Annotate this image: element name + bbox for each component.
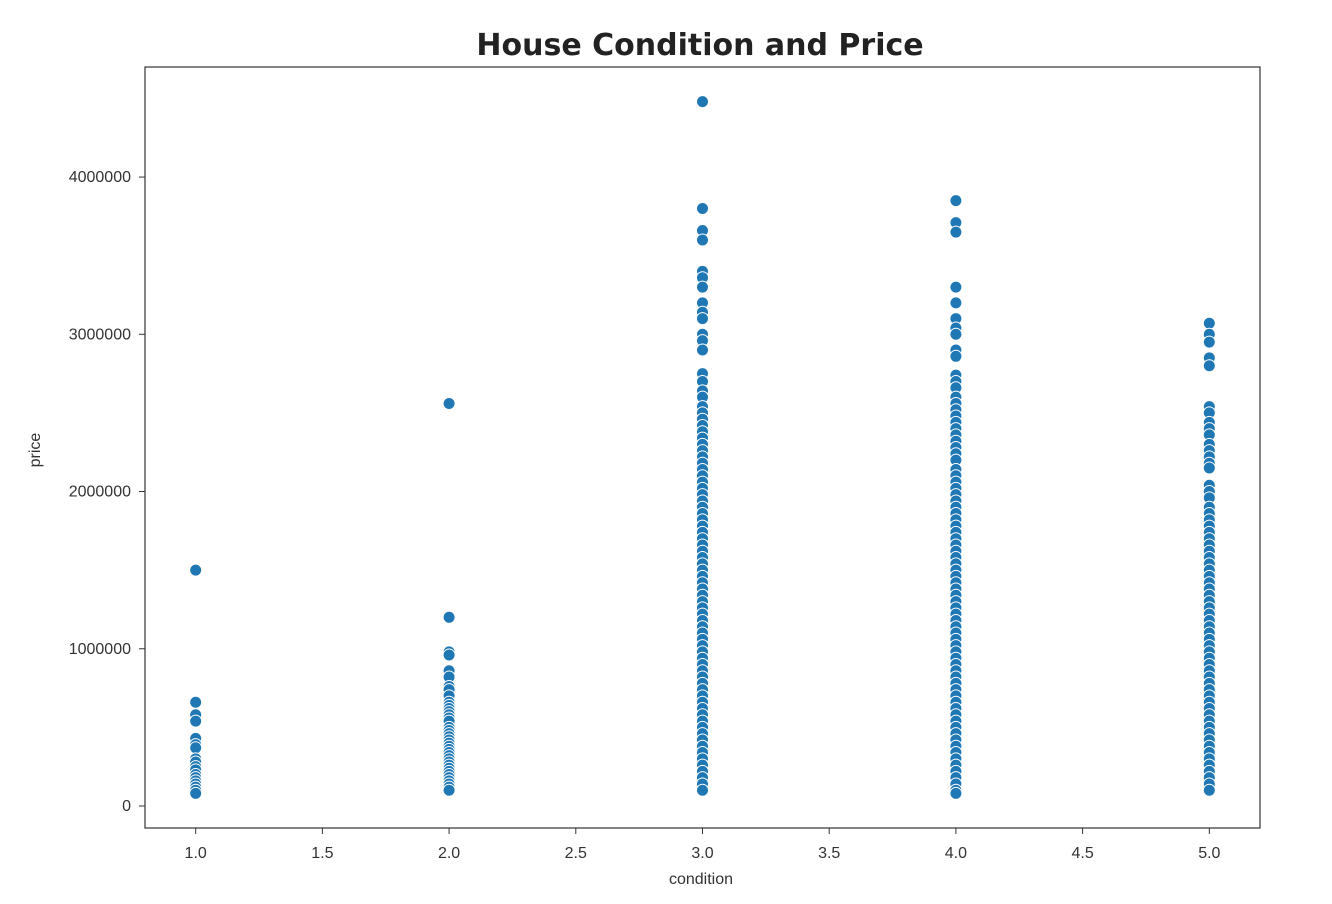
data-point [442, 396, 456, 410]
y-tick-label: 4000000 [69, 169, 131, 186]
data-point [189, 714, 203, 728]
y-tick-label: 2000000 [69, 484, 131, 501]
data-point [696, 95, 709, 109]
data-point [696, 343, 709, 357]
data-point [189, 741, 203, 755]
data-point [189, 563, 203, 577]
y-axis-label: price [27, 433, 44, 468]
data-point [442, 610, 456, 624]
y-tick-label: 0 [122, 798, 131, 815]
x-tick-label: 2.5 [565, 845, 587, 862]
data-point [949, 225, 963, 239]
data-point [696, 312, 709, 326]
x-tick-label: 1.0 [185, 845, 207, 862]
data-point [1202, 316, 1216, 330]
data-point [949, 786, 963, 800]
data-point [696, 202, 709, 216]
x-tick-label: 3.5 [818, 845, 840, 862]
x-tick-label: 4.5 [1071, 845, 1093, 862]
data-point [949, 194, 963, 208]
data-point [189, 695, 203, 709]
data-point [949, 349, 963, 363]
x-tick-label: 4.0 [945, 845, 967, 862]
data-point [1202, 461, 1216, 475]
data-point [442, 648, 456, 662]
data-point [189, 786, 203, 800]
data-point [696, 280, 709, 294]
x-axis-ticks: 1.0 1.5 2.0 2.5 3.0 3.5 4.0 4.5 5.0 [185, 828, 1221, 862]
data-point [949, 296, 963, 310]
data-point [949, 327, 963, 341]
y-tick-label: 3000000 [69, 326, 131, 343]
x-tick-label: 2.0 [438, 845, 460, 862]
data-point [1202, 783, 1216, 797]
y-axis-ticks: 0 1000000 2000000 3000000 4000000 [69, 169, 145, 815]
data-point [1202, 335, 1216, 349]
data-point [696, 783, 709, 797]
x-tick-label: 5.0 [1198, 845, 1220, 862]
data-point [696, 233, 709, 247]
data-point [442, 783, 456, 797]
data-point [1202, 359, 1216, 373]
x-tick-label: 1.5 [311, 845, 333, 862]
data-point [949, 280, 963, 294]
y-tick-label: 1000000 [69, 641, 131, 658]
data-points [189, 95, 1216, 800]
x-axis-label: condition [669, 871, 733, 888]
chart-title: House Condition and Price [476, 28, 923, 63]
x-tick-label: 3.0 [691, 845, 713, 862]
